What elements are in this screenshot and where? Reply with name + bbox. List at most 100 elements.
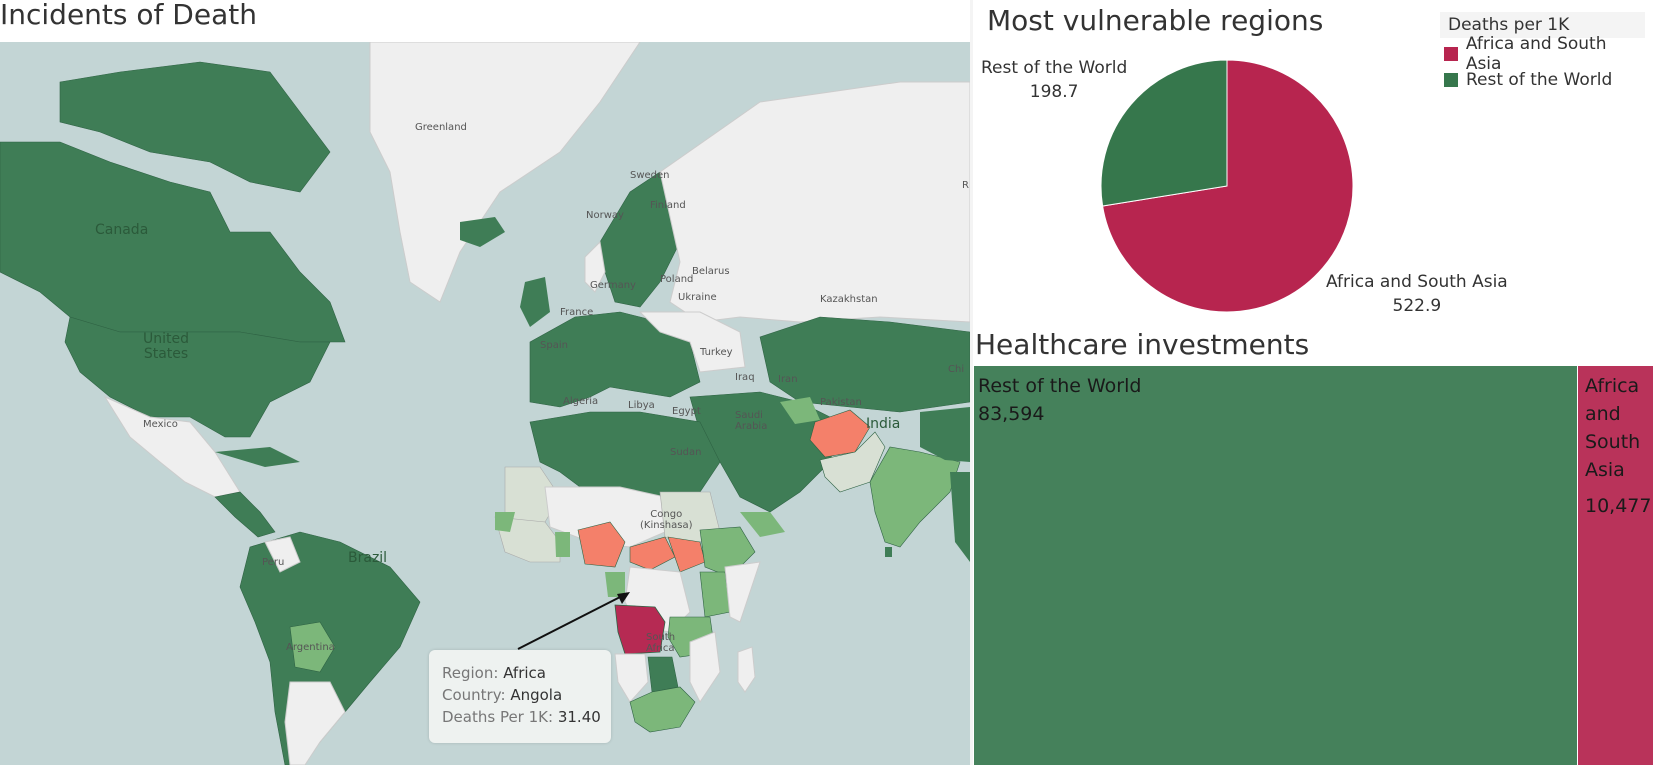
country-uk	[520, 277, 550, 327]
country-europe-west	[529, 311, 701, 408]
country-gabon	[605, 572, 625, 597]
country-se-asia	[950, 472, 970, 562]
country-south-africa	[629, 686, 696, 733]
country-norway	[584, 240, 606, 293]
label-india: India	[866, 416, 901, 432]
tooltip-deaths-value: 31.40	[557, 708, 601, 726]
country-canada-islands	[59, 61, 331, 193]
country-bolivia	[289, 621, 336, 673]
label-sudan: Sudan	[670, 447, 702, 458]
country-angola	[614, 604, 666, 655]
pie-chart[interactable]	[973, 0, 1653, 340]
legend-title: Deaths per 1K	[1440, 12, 1645, 38]
tooltip-deaths-label: Deaths Per 1K:	[442, 708, 554, 726]
label-iraq: Iraq	[735, 372, 755, 383]
pie-label-rest-name: Rest of the World	[981, 58, 1128, 78]
treemap-cell-rest-value: 83,594	[978, 403, 1045, 425]
country-united-states	[64, 316, 331, 438]
country-pakistan	[819, 431, 886, 493]
legend-item-rest[interactable]: Rest of the World	[1444, 70, 1645, 90]
label-kazakhstan: Kazakhstan	[820, 294, 878, 305]
label-argentina: Argentina	[286, 642, 335, 653]
country-somalia	[740, 512, 785, 537]
country-colombia	[264, 536, 301, 573]
label-china-partial: Chi	[948, 364, 965, 375]
label-algeria: Algeria	[563, 396, 599, 407]
country-west-africa	[494, 516, 561, 563]
label-saudi-arabia: Saudi Arabia	[735, 410, 768, 432]
tooltip-country-row: Country: Angola	[442, 684, 611, 706]
tooltip-region-value: Africa	[503, 664, 546, 682]
map-panel: Incidents of Death	[0, 0, 970, 765]
country-russia	[659, 81, 970, 323]
label-brazil: Brazil	[348, 550, 388, 566]
map-title: Incidents of Death	[0, 0, 257, 31]
tooltip-country-label: Country:	[442, 686, 506, 704]
country-greenland	[369, 42, 641, 303]
country-east-africa-nodata	[724, 561, 761, 623]
map-svg[interactable]	[0, 42, 970, 765]
country-caribbean	[215, 447, 300, 467]
country-mozambique	[689, 631, 721, 703]
country-madagascar	[737, 646, 756, 693]
label-norway: Norway	[586, 210, 624, 221]
country-kenya	[699, 571, 731, 618]
label-libya: Libya	[628, 400, 655, 411]
label-egypt: Egypt	[672, 406, 701, 417]
country-argentina	[284, 681, 346, 765]
treemap-cell-africa-value: 10,477	[1585, 495, 1652, 517]
country-central-america	[214, 491, 276, 538]
legend-label-africa: Africa and South Asia	[1465, 34, 1607, 74]
country-tooltip: Region: Africa Country: Angola Deaths Pe…	[429, 650, 611, 743]
treemap-title: Healthcare investments	[975, 328, 1310, 361]
pie-label-africa-value: 522.9	[1392, 296, 1442, 316]
label-united-states: United States	[143, 331, 189, 362]
legend-swatch-africa	[1444, 47, 1458, 61]
country-ghana	[555, 532, 570, 557]
country-namibia	[614, 653, 649, 703]
country-eastern-europe	[638, 311, 746, 373]
label-greenland: Greenland	[415, 122, 467, 133]
treemap-cell-rest-name: Rest of the World	[978, 375, 1142, 397]
label-spain: Spain	[540, 340, 568, 351]
label-sweden: Sweden	[630, 170, 670, 181]
country-senegal	[495, 512, 515, 532]
label-congo: Congo (Kinshasa)	[640, 509, 693, 531]
label-pakistan: Pakistan	[820, 397, 862, 408]
label-peru: Peru	[262, 557, 285, 568]
treemap-cell-rest-text: Rest of the World 83,594	[978, 372, 1141, 428]
label-poland: Poland	[660, 274, 694, 285]
pie-slice-rest[interactable]	[1100, 59, 1228, 207]
label-belarus: Belarus	[692, 266, 730, 277]
country-canada	[0, 141, 346, 343]
country-kazakhstan	[759, 316, 970, 413]
legend-item-africa[interactable]: Africa and South Asia	[1444, 34, 1645, 74]
treemap-cell-rest[interactable]: Rest of the World 83,594	[973, 366, 1577, 765]
pie-label-africa: Africa and South Asia 522.9	[1326, 270, 1508, 318]
treemap-chart[interactable]: Rest of the World 83,594 Africa and Sout…	[973, 366, 1653, 765]
legend-label-rest: Rest of the World	[1466, 70, 1613, 90]
tooltip-arrow	[517, 594, 625, 650]
tooltip-region-label: Region:	[442, 664, 499, 682]
world-map[interactable]: Greenland Canada United States Mexico Br…	[0, 42, 970, 765]
country-central-african-rep	[629, 536, 676, 571]
label-canada: Canada	[95, 222, 149, 238]
country-sahel	[544, 486, 666, 548]
treemap-cell-africa[interactable]: Africa and South Asia 10,477	[1577, 366, 1653, 765]
treemap-cell-africa-text: Africa and South Asia 10,477	[1585, 372, 1651, 520]
country-caucasus	[780, 397, 820, 424]
country-botswana	[647, 656, 679, 693]
label-russia-partial: R	[962, 180, 969, 191]
pie-label-rest: Rest of the World 198.7	[981, 56, 1127, 104]
legend-swatch-rest	[1444, 73, 1458, 87]
country-nigeria	[577, 521, 626, 568]
tooltip-deaths-row: Deaths Per 1K: 31.40	[442, 706, 611, 728]
label-ukraine: Ukraine	[678, 292, 717, 303]
tooltip-region-row: Region: Africa	[442, 662, 611, 684]
label-mexico: Mexico	[143, 419, 178, 430]
pie-slice-africa[interactable]	[1102, 59, 1354, 313]
panel-divider	[970, 0, 973, 765]
pie-label-africa-name: Africa and South Asia	[1326, 272, 1508, 292]
tooltip-country-value: Angola	[510, 686, 563, 704]
country-india	[869, 446, 961, 548]
